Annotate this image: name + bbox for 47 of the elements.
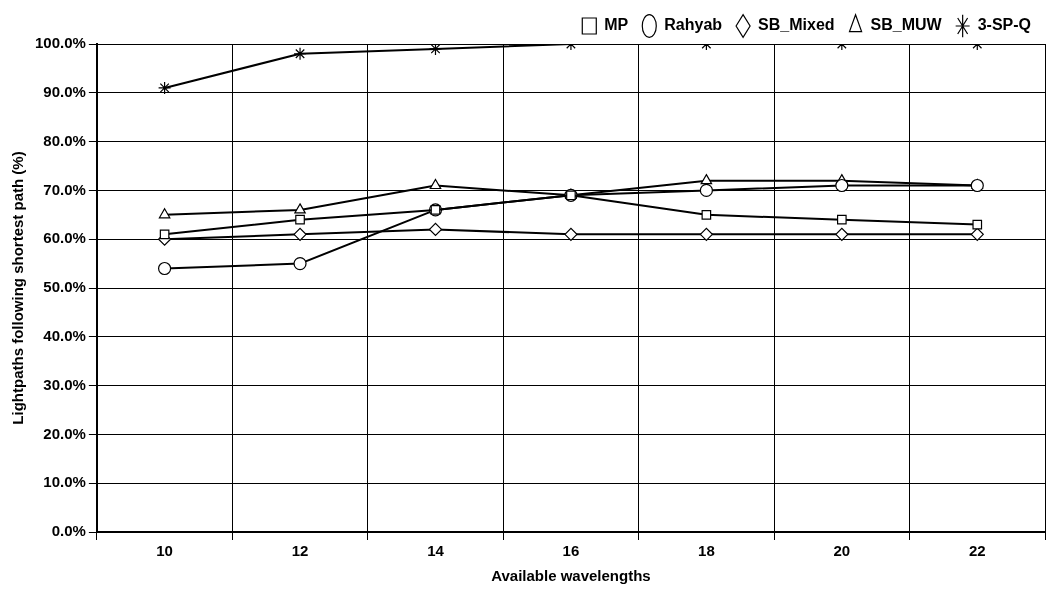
point: [429, 178, 442, 190]
legend-label: Rahyab: [664, 16, 723, 34]
y-tick-label: 70.0%: [43, 180, 86, 198]
y-tick-label: 50.0%: [43, 278, 86, 296]
point: [699, 227, 713, 241]
point: [428, 222, 443, 237]
point: [835, 227, 849, 241]
y-tick-label: 40.0%: [43, 326, 86, 344]
legend-label: MP: [604, 16, 629, 34]
x-axis-title: Available wavelengths: [491, 567, 651, 585]
point: [970, 227, 984, 241]
point: [428, 44, 443, 56]
y-tick-label: 100.0%: [35, 34, 86, 52]
x-tick-label: 22: [968, 542, 986, 560]
x-tick-label: 16: [562, 542, 580, 560]
y-tick-label: 80.0%: [43, 131, 86, 149]
y-tick-label: 90.0%: [43, 82, 86, 100]
point: [159, 229, 170, 240]
y-tick-label: 20.0%: [43, 424, 86, 442]
point: [835, 178, 849, 193]
y-tick-label: 60.0%: [43, 229, 86, 247]
point: [294, 203, 306, 214]
point: [836, 214, 847, 225]
point: [295, 214, 305, 225]
point: [701, 209, 712, 220]
x-tick-label: 20: [833, 542, 851, 560]
legend-label: SB_MUW: [870, 16, 943, 34]
y-tick-label: 0.0%: [51, 522, 86, 540]
legend-label: SB_Mixed: [758, 16, 835, 34]
point: [158, 261, 172, 276]
legend-label: 3-SP-Q: [977, 16, 1031, 34]
point: [699, 183, 713, 197]
point: [564, 227, 578, 241]
point: [293, 257, 307, 271]
point: [700, 174, 713, 185]
y-tick-label: 30.0%: [43, 375, 86, 393]
x-tick-label: 14: [427, 542, 445, 560]
y-tick-label: 10.0%: [43, 473, 86, 491]
point: [158, 81, 172, 95]
point: [293, 47, 307, 61]
x-tick-label: 18: [698, 542, 715, 560]
x-tick-label: 12: [291, 542, 309, 560]
x-tick-label: 10: [156, 542, 173, 560]
point: [972, 219, 983, 230]
y-axis-title: Lightpaths following shortest path (%): [9, 151, 27, 425]
point: [158, 208, 171, 219]
point: [293, 227, 307, 241]
